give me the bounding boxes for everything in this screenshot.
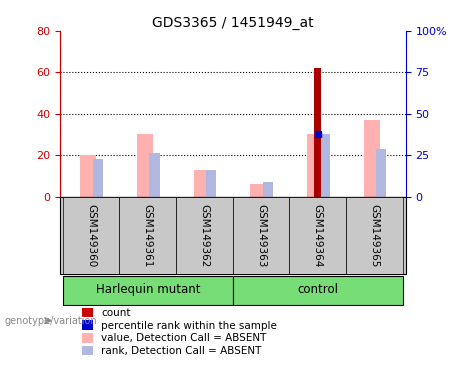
Bar [80,155,96,197]
FancyBboxPatch shape [119,197,176,275]
FancyBboxPatch shape [233,276,403,305]
Bar [263,182,273,197]
FancyBboxPatch shape [346,197,403,275]
FancyBboxPatch shape [63,276,233,305]
Text: GSM149364: GSM149364 [313,204,323,267]
Text: control: control [297,283,338,296]
Legend: count, percentile rank within the sample, value, Detection Call = ABSENT, rank, : count, percentile rank within the sample… [83,308,277,356]
Bar [319,134,330,197]
FancyBboxPatch shape [63,197,119,275]
Text: GSM149361: GSM149361 [143,204,153,267]
Bar [194,170,210,197]
Bar [364,120,379,197]
Bar [206,170,216,197]
Title: GDS3365 / 1451949_at: GDS3365 / 1451949_at [152,16,313,30]
Text: GSM149360: GSM149360 [86,204,96,267]
Text: GSM149365: GSM149365 [370,204,379,267]
Bar [314,68,321,197]
Text: GSM149362: GSM149362 [200,204,209,267]
Bar [93,159,103,197]
Bar [307,134,323,197]
Bar [137,134,153,197]
FancyBboxPatch shape [290,197,346,275]
Bar [376,149,386,197]
Text: genotype/variation: genotype/variation [5,316,97,326]
FancyBboxPatch shape [176,197,233,275]
Text: GSM149363: GSM149363 [256,204,266,267]
Bar [149,153,160,197]
Bar [250,184,266,197]
Text: Harlequin mutant: Harlequin mutant [95,283,200,296]
FancyBboxPatch shape [233,197,290,275]
FancyBboxPatch shape [60,197,406,275]
